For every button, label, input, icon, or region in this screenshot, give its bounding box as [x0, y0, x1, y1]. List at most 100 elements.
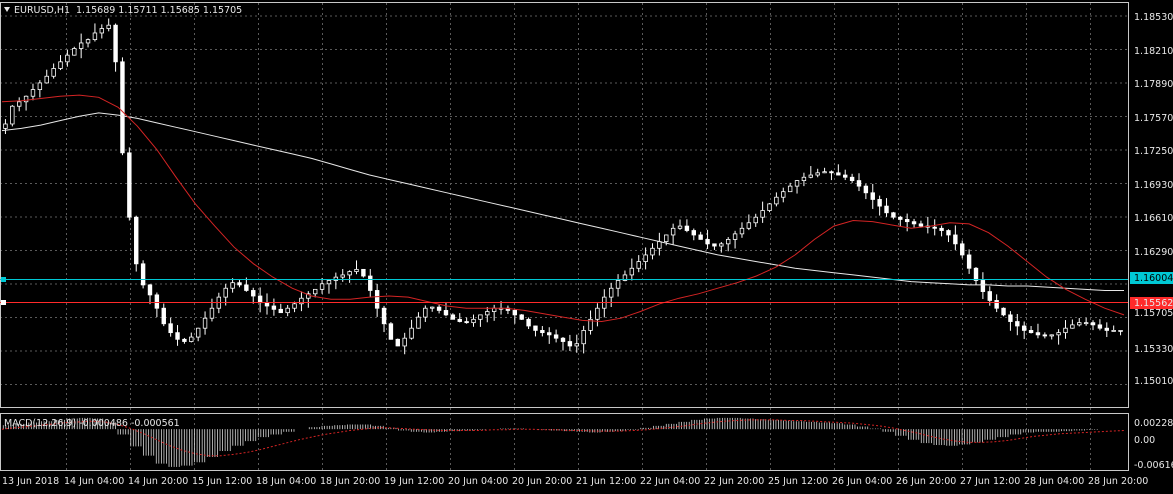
candle-body	[836, 172, 841, 176]
candle-body	[1090, 322, 1096, 326]
candle-body	[767, 203, 772, 211]
candle-body	[980, 280, 986, 292]
candle-body	[299, 297, 304, 305]
time-tick: 21 Jun 12:00	[576, 476, 636, 487]
candle-body	[877, 199, 882, 207]
candle-body	[519, 314, 524, 320]
candle-body	[464, 321, 469, 324]
candle-body	[436, 306, 442, 311]
candle-body	[932, 226, 937, 229]
candle-body	[615, 280, 621, 289]
candle-body	[884, 205, 889, 214]
candle-body	[691, 230, 696, 236]
candle-body	[402, 337, 407, 347]
candle-body	[863, 185, 869, 194]
candle-body	[457, 318, 462, 322]
candle-body	[78, 42, 84, 49]
candle-body	[30, 89, 36, 97]
candle-body	[478, 314, 483, 320]
grid-lines	[0, 3, 1128, 470]
candle-body	[650, 247, 655, 256]
candle-body	[670, 227, 676, 236]
candle-body	[1070, 324, 1075, 329]
candle-body	[395, 338, 400, 347]
candle-body	[918, 223, 924, 227]
time-tick: 15 Jun 12:00	[192, 476, 252, 487]
candle-body	[202, 317, 208, 329]
candle-body	[698, 234, 703, 240]
dropdown-triangle-icon[interactable]	[4, 7, 10, 12]
time-tick: 18 Jun 04:00	[256, 476, 316, 487]
candle-body	[354, 268, 359, 272]
candle-body	[1118, 330, 1123, 332]
candle-body	[120, 61, 125, 154]
red-price-label-bg	[1130, 297, 1173, 309]
candle-body	[608, 287, 614, 298]
candle-body	[134, 216, 139, 265]
candle-body	[664, 234, 669, 243]
price-tick: 1.15010	[1134, 376, 1173, 387]
red-price-label: 1.15562	[1134, 298, 1173, 309]
candle-body	[326, 280, 332, 285]
candle-body	[1083, 322, 1089, 325]
candle-body	[209, 307, 215, 319]
candle-body	[787, 185, 793, 193]
cyan-price-label: 1.16004	[1134, 273, 1173, 284]
cyan-price-label-bg	[1130, 272, 1173, 284]
price-tick: 1.16930	[1134, 180, 1173, 191]
time-tick: 19 Jun 12:00	[384, 476, 444, 487]
candle-body	[1111, 330, 1116, 332]
candle-body	[946, 230, 951, 236]
candle-body	[898, 216, 903, 220]
candle-body	[870, 192, 875, 200]
candle-body	[44, 75, 49, 84]
candle-body	[1042, 334, 1048, 337]
time-tick: 14 Jun 04:00	[64, 476, 124, 487]
candle-body	[113, 24, 118, 63]
candle-body	[781, 191, 786, 198]
candle-body	[774, 196, 779, 205]
candle-body	[58, 61, 63, 69]
candle-body	[629, 267, 635, 276]
time-axis: 13 Jun 2018 14 Jun 04:00 14 Jun 20:00 15…	[2, 476, 1148, 487]
candle-body	[10, 105, 15, 125]
candle-body	[264, 302, 270, 307]
candle-body	[147, 284, 153, 296]
price-tick: 1.17250	[1134, 146, 1173, 157]
candle-body	[595, 307, 600, 320]
price-tick: 1.18530	[1134, 12, 1173, 23]
red-line-handle[interactable]	[1, 300, 6, 305]
macd-tick: 0.002287	[1134, 418, 1173, 429]
candle-body	[450, 314, 456, 320]
candlesticks	[3, 18, 1123, 355]
candle-body	[856, 180, 862, 187]
candle-body	[491, 307, 497, 312]
candle-body	[540, 330, 545, 334]
candle-body	[168, 323, 173, 334]
cyan-line-handle[interactable]	[1, 277, 6, 282]
candle-body	[278, 308, 283, 314]
candle-body	[312, 288, 318, 295]
candle-body	[340, 274, 345, 278]
candle-body	[719, 243, 724, 247]
fast-moving-average-line	[1, 94, 1125, 323]
candle-body	[154, 294, 160, 309]
candle-body	[230, 282, 235, 289]
candle-body	[485, 311, 490, 316]
candle-body	[1056, 332, 1061, 336]
candle-body	[994, 300, 999, 309]
candle-body	[1049, 334, 1054, 337]
candle-body	[17, 101, 22, 107]
candle-body	[904, 219, 910, 223]
candle-body	[636, 261, 641, 269]
candle-body	[99, 28, 105, 34]
candle-body	[953, 234, 958, 245]
candle-body	[939, 227, 944, 231]
candle-body	[92, 32, 98, 41]
candle-body	[37, 82, 43, 90]
candle-body	[72, 48, 77, 56]
candle-body	[1063, 327, 1068, 334]
candle-body	[746, 222, 752, 229]
